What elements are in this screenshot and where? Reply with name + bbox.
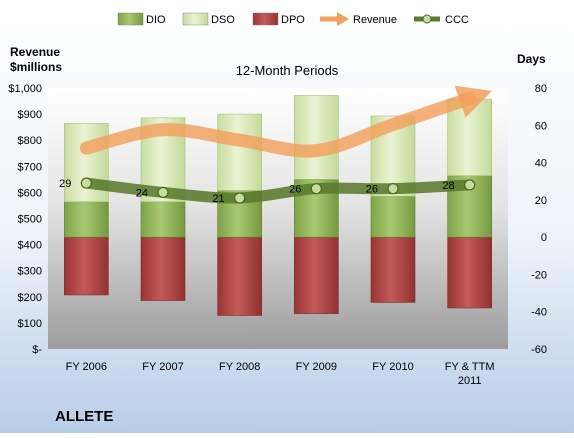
x-axis-labels: FY 2006 FY 2007 FY 2008 FY 2009 FY 2010 FY & … <box>66 361 495 387</box>
dpo-bar <box>447 236 492 309</box>
bar-series <box>64 95 492 316</box>
left-tick-label: $700 <box>18 161 42 173</box>
ccc-point <box>234 192 246 204</box>
y-right-label: Days <box>517 52 546 66</box>
x-tick-label: FY & TTM <box>445 361 495 373</box>
right-tick-label: -60 <box>531 344 547 356</box>
dpo-bar <box>64 236 109 296</box>
dpo-bar <box>140 236 186 301</box>
left-tick-label: $900 <box>18 109 42 121</box>
left-axis-ticks: $- $100 $200 $300 $400 $500 $600 $700 $800 $900 $1… <box>8 83 42 356</box>
ccc-data-label: 24 <box>136 187 148 199</box>
ccc-data-label: 21 <box>212 193 224 205</box>
revenue-legend-arrow <box>337 12 349 26</box>
left-tick-label: $1,000 <box>8 83 42 95</box>
ccc-point <box>80 177 92 189</box>
ccc-point <box>464 179 476 191</box>
dio-bar <box>64 201 109 238</box>
dio-legend-swatch <box>117 12 144 26</box>
ccc-point <box>157 186 169 198</box>
dpo-bar <box>294 236 339 314</box>
y-left-label-line-1: Revenue <box>10 45 60 59</box>
legend: DIO DSO DPO Revenue CCC <box>117 12 469 26</box>
left-tick-label: $- <box>32 344 42 356</box>
ccc-data-label: 28 <box>442 180 454 192</box>
dso-legend-swatch <box>182 12 209 26</box>
x-tick-label: FY 2008 <box>219 361 260 373</box>
left-tick-label: $600 <box>18 187 42 199</box>
right-tick-label: 60 <box>535 120 547 132</box>
right-tick-label: -40 <box>531 307 547 319</box>
dpo-legend-label: DPO <box>281 14 305 26</box>
revenue-legend-label: Revenue <box>353 14 397 26</box>
dpo-legend-swatch <box>252 12 279 26</box>
ccc-data-label: 26 <box>366 184 378 196</box>
left-tick-label: $400 <box>18 240 42 252</box>
right-axis-ticks: -60 -40 -20 0 20 40 60 80 <box>531 83 547 356</box>
ccc-legend-label: CCC <box>445 14 469 26</box>
ccc-legend-marker <box>422 14 432 24</box>
left-tick-label: $500 <box>18 214 42 226</box>
right-tick-label: 0 <box>541 232 547 244</box>
dso-bar <box>217 113 262 191</box>
y-left-label-line-2: $millions <box>10 60 62 74</box>
revenue-line <box>79 85 493 158</box>
ccc-point <box>310 183 322 195</box>
dio-legend-label: DIO <box>146 14 166 26</box>
x-tick-label: FY 2010 <box>372 361 413 373</box>
x-tick-label: FY 2007 <box>142 361 183 373</box>
ccc-data-label: 29 <box>59 178 71 190</box>
ccc-point <box>387 183 399 195</box>
dso-legend-label: DSO <box>211 14 235 26</box>
dpo-bar <box>217 236 262 316</box>
dso-bar <box>447 98 492 176</box>
company-name: ALLETE <box>55 408 113 425</box>
left-tick-label: $200 <box>18 292 42 304</box>
left-tick-label: $300 <box>18 266 42 278</box>
chart-title: 12-Month Periods <box>236 63 339 78</box>
x-tick-label: 2011 <box>458 375 482 387</box>
plot-area <box>48 88 508 349</box>
right-tick-label: 80 <box>535 83 547 95</box>
line-series: 29 24 21 26 26 28 <box>59 85 493 205</box>
dso-bar <box>294 95 339 180</box>
dio-bar <box>370 195 416 238</box>
x-tick-label: FY 2009 <box>296 361 337 373</box>
right-tick-label: -20 <box>531 269 547 281</box>
left-tick-label: $800 <box>18 135 42 147</box>
ccc-data-label: 26 <box>289 184 301 196</box>
dpo-bar <box>370 236 416 303</box>
left-tick-label: $100 <box>18 318 42 330</box>
dio-bar <box>140 201 186 238</box>
right-tick-label: 20 <box>535 195 547 207</box>
x-tick-label: FY 2006 <box>66 361 107 373</box>
right-tick-label: 40 <box>535 158 547 170</box>
ccc-line <box>80 177 476 204</box>
